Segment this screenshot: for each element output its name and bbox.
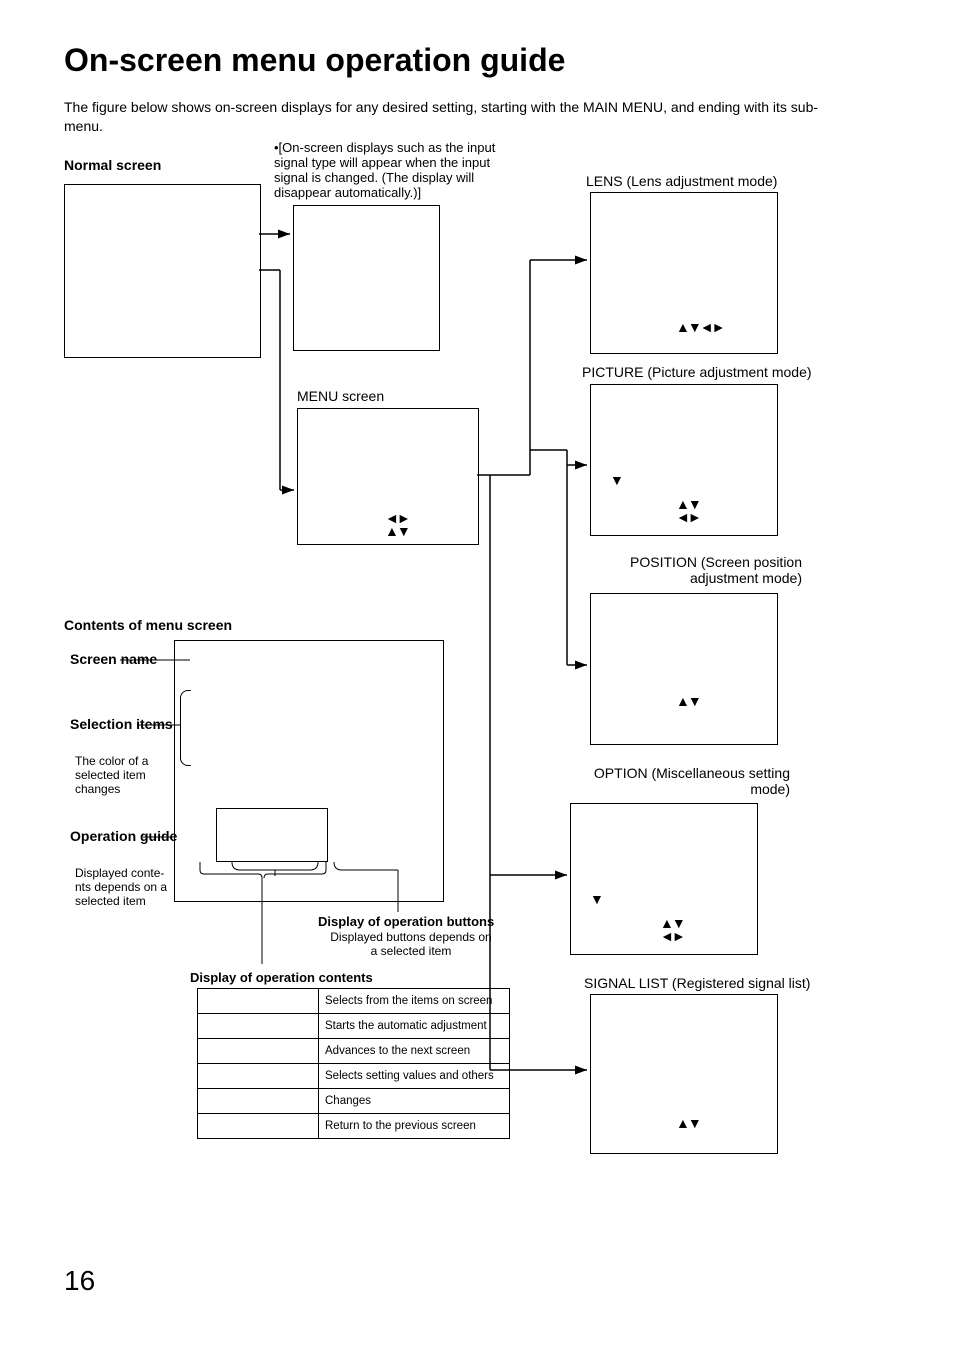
signal-list-label: SIGNAL LIST (Registered signal list): [584, 975, 810, 991]
up-down-icon-2: ▲▼: [676, 695, 700, 708]
four-way-icon: ▲▼◄►: [676, 321, 723, 334]
up-down-icon-4: ▲▼: [385, 523, 409, 539]
intro-text: The figure below shows on-screen display…: [64, 98, 854, 136]
down-icon-2: ▼: [590, 893, 602, 906]
os-note-box: [293, 205, 440, 351]
disp-buttons-note: Displayed buttons depends on a selected …: [326, 930, 496, 958]
contents-title: Contents of menu screen: [64, 617, 232, 633]
normal-screen-box: [64, 184, 261, 358]
table-row: Selects from the items on screen: [198, 989, 510, 1014]
op-guide-note: Displayed conte-nts depends on a selecte…: [75, 866, 175, 908]
page-title: On-screen menu operation guide: [64, 42, 565, 79]
ops-cell: Selects from the items on screen: [319, 989, 510, 1014]
ops-table: Selects from the items on screen Starts …: [197, 988, 510, 1139]
normal-screen-label: Normal screen: [64, 157, 161, 173]
op-guide-label: Operation guide: [70, 828, 177, 844]
contents-box: [174, 640, 444, 902]
table-row: Starts the automatic adjustment: [198, 1014, 510, 1039]
left-right-icon-2: ◄►: [660, 928, 684, 944]
table-row: Advances to the next screen: [198, 1039, 510, 1064]
disp-buttons-label: Display of operation buttons: [318, 914, 494, 929]
table-row: Selects setting values and others: [198, 1064, 510, 1089]
disp-contents-label: Display of operation contents: [190, 970, 373, 985]
screen-name-label: Screen name: [70, 651, 157, 667]
selection-bracket: [180, 690, 191, 766]
position-box: [590, 593, 778, 745]
table-row: Return to the previous screen: [198, 1114, 510, 1139]
picture-label: PICTURE (Picture adjustment mode): [582, 364, 812, 380]
lens-label: LENS (Lens adjustment mode): [586, 173, 777, 189]
os-note: •[On-screen displays such as the input s…: [274, 140, 504, 200]
up-down-icon-5: ▲▼: [676, 1117, 700, 1130]
selection-note: The color of a selected item changes: [75, 754, 170, 796]
menu-screen-label: MENU screen: [297, 388, 384, 404]
ops-cell: Advances to the next screen: [319, 1039, 510, 1064]
page: On-screen menu operation guide The figur…: [0, 0, 954, 1349]
ops-cell: Selects setting values and others: [319, 1064, 510, 1089]
option-label: OPTION (Miscellaneous setting mode): [590, 765, 790, 797]
page-number: 16: [64, 1265, 95, 1297]
table-row: Changes: [198, 1089, 510, 1114]
selection-label: Selection items: [70, 716, 173, 732]
left-right-icon: ◄►: [676, 509, 700, 525]
down-icon: ▼: [610, 474, 622, 487]
inner-bar-box: [216, 808, 328, 862]
ops-cell: Starts the automatic adjustment: [319, 1014, 510, 1039]
position-label: POSITION (Screen position adjustment mod…: [592, 554, 802, 586]
ops-cell: Return to the previous screen: [319, 1114, 510, 1139]
ops-cell: Changes: [319, 1089, 510, 1114]
